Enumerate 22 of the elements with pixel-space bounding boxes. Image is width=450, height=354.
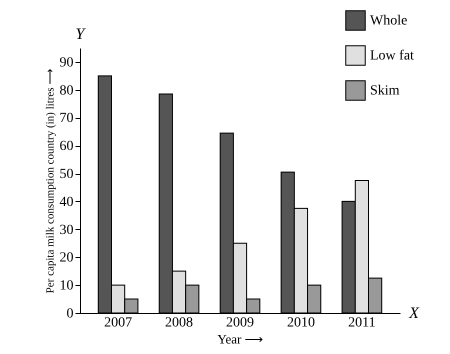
y-tick-label: 0 (66, 306, 74, 322)
y-tick-label: 40 (60, 194, 74, 210)
text: Y (76, 26, 87, 43)
y-tick-label: 70 (60, 111, 74, 126)
x-axis-title: Year ⟶ (217, 332, 264, 346)
legend-label: Low fat (370, 48, 414, 64)
x-tick-label: 2008 (165, 316, 194, 330)
legend-label: Skim (370, 84, 400, 98)
y-tick-label: 30 (60, 222, 74, 238)
x-tick-label: 2011 (348, 316, 376, 330)
y-tick-label: 60 (60, 139, 74, 154)
text: X (408, 305, 420, 322)
y-tick-label: 90 (60, 55, 74, 70)
y-tick-label: 20 (60, 250, 74, 266)
y-tick-label: 50 (60, 167, 74, 182)
y-axis-title: Per capita milk consumption country (in) litres ⟶ (44, 68, 56, 294)
x-tick-label: 2007 (104, 316, 132, 330)
y-tick-label: 80 (60, 83, 74, 98)
legend-label: Whole (370, 14, 408, 28)
y-tick-label: 10 (60, 278, 74, 294)
x-tick-label: 2009 (226, 316, 254, 330)
x-tick-label: 2010 (286, 316, 315, 330)
